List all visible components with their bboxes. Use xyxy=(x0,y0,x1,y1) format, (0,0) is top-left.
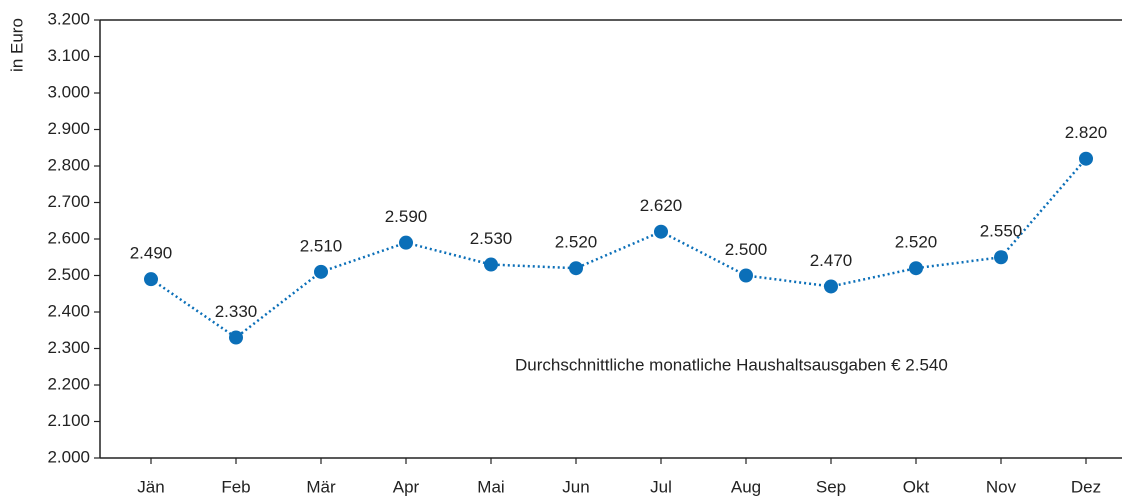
point xyxy=(569,261,583,276)
x-tick-label: Jun xyxy=(562,477,589,496)
y-tick-label: 2.800 xyxy=(47,155,90,174)
y-tick-label: 2.900 xyxy=(47,119,90,138)
data-label: 2.590 xyxy=(385,207,428,226)
series-line xyxy=(150,157,1087,340)
x-tick-label: Jän xyxy=(137,477,164,496)
point xyxy=(1079,151,1093,166)
data-label: 2.820 xyxy=(1065,123,1108,142)
x-tick-label: Apr xyxy=(393,477,420,496)
point xyxy=(994,250,1008,265)
x-tick-label: Mär xyxy=(306,477,336,496)
y-axis-label: in Euro xyxy=(7,18,26,72)
y-tick-label: 3.000 xyxy=(47,82,90,101)
data-label: 2.520 xyxy=(895,233,938,252)
point xyxy=(229,330,243,345)
data-label: 2.550 xyxy=(980,222,1023,241)
y-tick-label: 3.200 xyxy=(47,9,90,28)
x-tick-label: Feb xyxy=(221,477,250,496)
x-tick-label: Aug xyxy=(731,477,761,496)
y-tick-label: 2.400 xyxy=(47,301,90,320)
y-tick-label: 2.200 xyxy=(47,374,90,393)
y-tick-label: 2.600 xyxy=(47,228,90,247)
point xyxy=(909,261,923,276)
x-tick-label: Sep xyxy=(816,477,846,496)
point xyxy=(654,224,668,239)
data-label: 2.530 xyxy=(470,229,513,248)
x-tick-label: Nov xyxy=(986,477,1017,496)
data-label: 2.470 xyxy=(810,251,853,270)
y-tick-label: 2.500 xyxy=(47,265,90,284)
x-tick-label: Dez xyxy=(1071,477,1101,496)
data-label: 2.520 xyxy=(555,233,598,252)
point xyxy=(399,235,413,250)
point xyxy=(739,268,753,283)
point xyxy=(484,257,498,272)
data-label: 2.490 xyxy=(130,244,173,263)
data-label: 2.620 xyxy=(640,196,683,215)
y-tick-label: 2.000 xyxy=(47,447,90,466)
data-label: 2.510 xyxy=(300,236,343,255)
x-tick-label: Mai xyxy=(477,477,504,496)
x-tick-label: Jul xyxy=(650,477,672,496)
point xyxy=(144,272,158,287)
x-tick-label: Okt xyxy=(903,477,930,496)
y-tick-label: 2.300 xyxy=(47,338,90,357)
annotation: Durchschnittliche monatliche Haushaltsau… xyxy=(515,355,948,374)
data-label: 2.330 xyxy=(215,302,258,321)
point xyxy=(824,279,838,294)
data-label: 2.500 xyxy=(725,240,768,259)
point xyxy=(314,264,328,279)
y-tick-label: 3.100 xyxy=(47,46,90,65)
y-tick-label: 2.700 xyxy=(47,192,90,211)
y-tick-label: 2.100 xyxy=(47,411,90,430)
